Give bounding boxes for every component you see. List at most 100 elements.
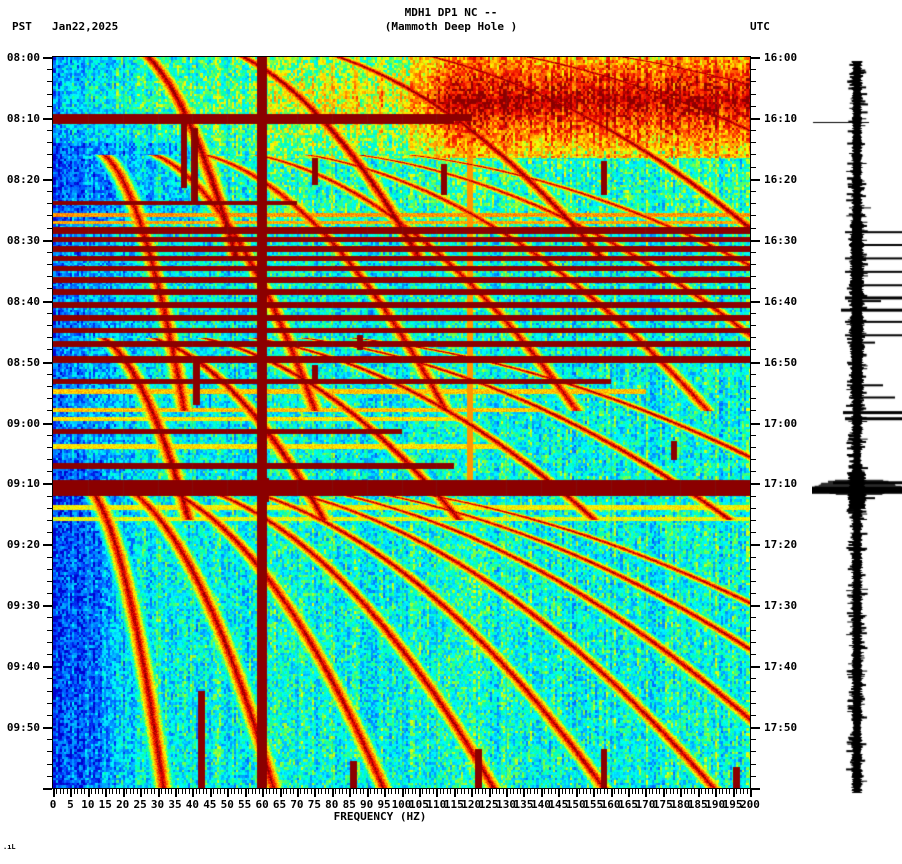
tick-bottom xyxy=(691,789,692,794)
tick-right xyxy=(751,252,756,253)
tick-bottom xyxy=(642,789,643,794)
tick-bottom xyxy=(534,789,535,794)
tick-bottom xyxy=(527,789,528,794)
y-tick-label-utc: 16:30 xyxy=(764,233,798,247)
tick-bottom xyxy=(391,789,392,794)
tick-left xyxy=(47,557,52,558)
tick-bottom xyxy=(471,789,473,797)
tick-bottom xyxy=(558,789,560,797)
tick-bottom xyxy=(649,789,650,794)
tick-bottom xyxy=(346,789,347,794)
x-tick-label: 80 xyxy=(325,798,339,811)
tick-bottom xyxy=(147,789,148,794)
tick-bottom xyxy=(332,789,334,797)
y-tick-label-pst: 08:20 xyxy=(6,172,40,186)
tick-right xyxy=(751,215,756,216)
tick-right xyxy=(751,496,756,497)
tick-right xyxy=(751,191,756,192)
x-tick-label: 50 xyxy=(220,798,234,811)
tick-bottom xyxy=(105,789,107,797)
tick-right xyxy=(751,240,760,242)
tick-left xyxy=(47,130,52,131)
tick-bottom xyxy=(712,789,713,794)
y-tick-label-pst: 08:10 xyxy=(6,111,40,125)
tick-bottom xyxy=(144,789,145,794)
tick-bottom xyxy=(123,789,125,797)
x-tick-label: 75 xyxy=(307,798,321,811)
tick-left xyxy=(47,751,52,752)
tick-bottom xyxy=(178,789,179,794)
tick-bottom xyxy=(433,789,434,794)
tick-right xyxy=(751,130,756,131)
x-tick-label: 85 xyxy=(342,798,356,811)
tick-left xyxy=(47,678,52,679)
tick-left xyxy=(43,118,52,120)
tick-bottom xyxy=(307,789,308,794)
x-tick-label: 30 xyxy=(150,798,165,811)
tick-bottom xyxy=(206,789,207,794)
x-tick-label: 70 xyxy=(290,798,304,811)
tick-bottom xyxy=(245,789,247,797)
x-tick-label: 20 xyxy=(116,798,130,811)
tick-right xyxy=(751,142,756,143)
tick-right xyxy=(751,398,756,399)
tick-bottom xyxy=(740,789,741,794)
tick-right xyxy=(751,459,756,460)
tick-bottom xyxy=(517,789,518,794)
tick-bottom xyxy=(705,789,706,794)
tick-bottom xyxy=(227,789,229,797)
tick-bottom xyxy=(273,789,274,794)
x-tick-label: 10 xyxy=(81,798,95,811)
tick-right xyxy=(751,301,760,303)
tick-bottom xyxy=(415,789,416,794)
tick-bottom xyxy=(53,789,55,797)
tick-right xyxy=(751,581,756,582)
tick-bottom xyxy=(70,789,72,797)
tick-bottom xyxy=(419,789,421,797)
tick-left xyxy=(47,715,52,716)
tick-right xyxy=(751,715,756,716)
tick-right xyxy=(751,228,756,229)
tick-right xyxy=(751,630,756,631)
tick-bottom xyxy=(109,789,110,794)
tick-bottom xyxy=(217,789,218,794)
tick-bottom xyxy=(645,789,647,797)
tick-bottom xyxy=(583,789,584,794)
tick-right xyxy=(751,167,756,168)
tick-left xyxy=(47,215,52,216)
tick-left xyxy=(47,288,52,289)
x-tick-label: 0 xyxy=(49,798,57,811)
tick-bottom xyxy=(60,789,61,794)
tick-bottom xyxy=(666,789,667,794)
tick-bottom xyxy=(450,789,451,794)
tick-bottom xyxy=(638,789,639,794)
tick-bottom xyxy=(192,789,194,797)
y-tick-label-utc: 17:50 xyxy=(764,721,798,735)
tick-right xyxy=(751,593,756,594)
tick-bottom xyxy=(621,789,622,794)
tick-left xyxy=(47,386,52,387)
tick-bottom xyxy=(77,789,78,794)
tick-bottom xyxy=(91,789,92,794)
x-tick-label: 15 xyxy=(98,798,112,811)
tick-left xyxy=(47,459,52,460)
tick-bottom xyxy=(130,789,131,794)
tick-bottom xyxy=(241,789,242,794)
tick-bottom xyxy=(576,789,578,797)
tick-left xyxy=(47,410,52,411)
tick-left xyxy=(47,435,52,436)
tick-left xyxy=(47,496,52,497)
spectrogram-plot[interactable] xyxy=(53,57,750,788)
tick-left xyxy=(47,654,52,655)
tick-bottom xyxy=(457,789,458,794)
timezone-label-left: PST xyxy=(12,20,32,33)
tick-bottom xyxy=(328,789,329,794)
tick-bottom xyxy=(231,789,232,794)
tick-bottom xyxy=(213,789,214,794)
tick-bottom xyxy=(510,789,511,794)
helicorder-trace[interactable] xyxy=(812,57,902,797)
tick-right xyxy=(751,106,756,107)
tick-left xyxy=(43,179,52,181)
tick-right xyxy=(751,471,756,472)
tick-bottom xyxy=(628,789,630,797)
